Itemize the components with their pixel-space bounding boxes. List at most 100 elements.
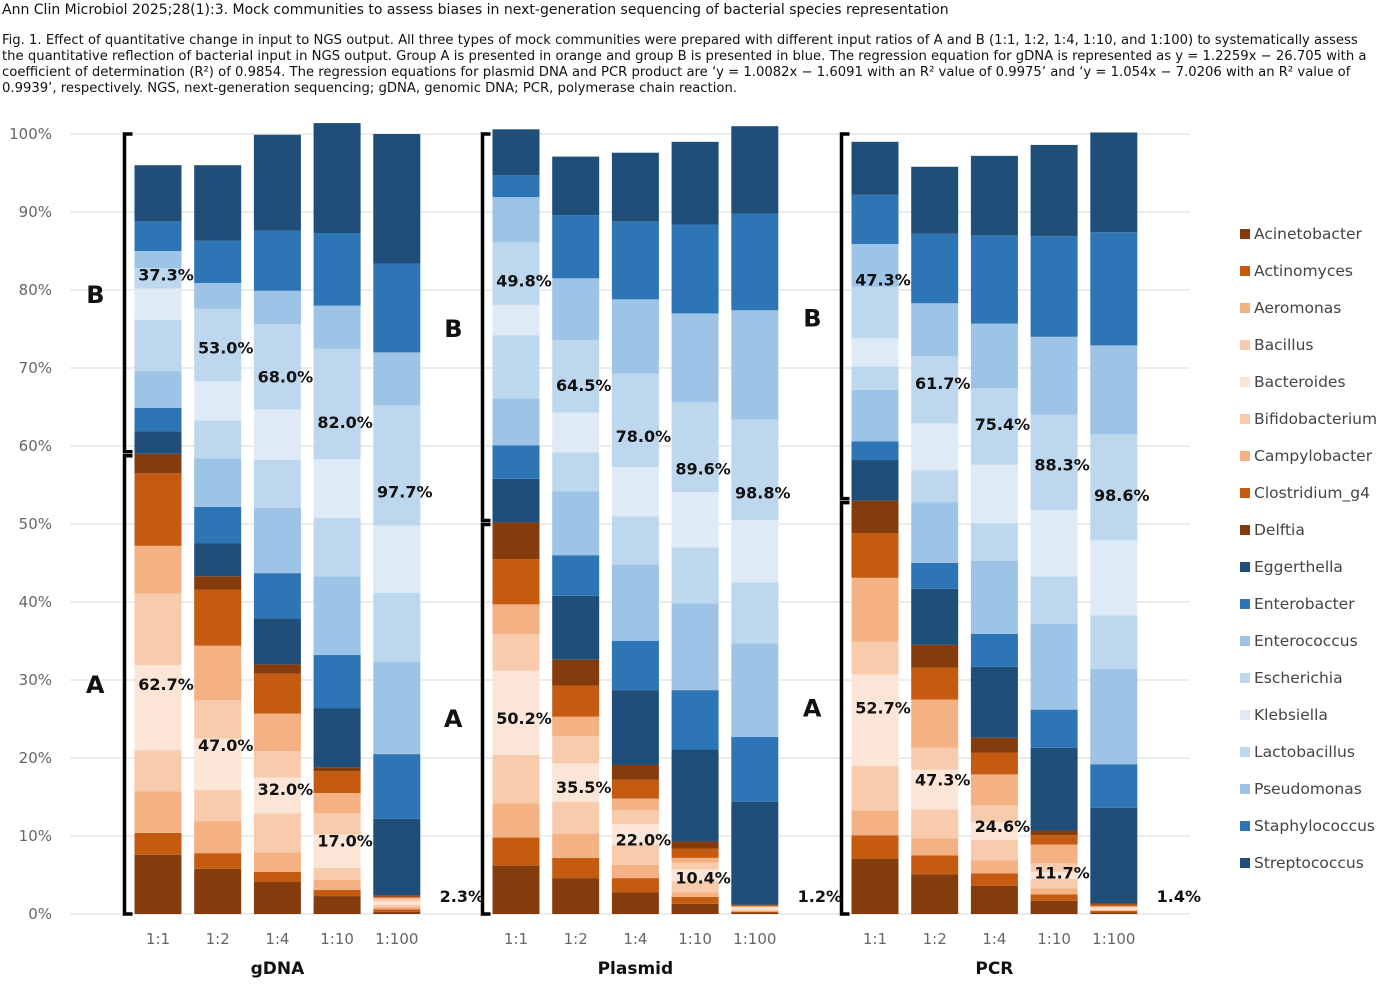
- group-b-percent-label: 68.0%: [258, 368, 314, 387]
- category-label: 1:10: [320, 930, 354, 948]
- group-a-percent-label: 52.7%: [855, 698, 911, 717]
- legend-swatch: [1240, 303, 1250, 313]
- group-b-percent-label: 61.7%: [915, 374, 971, 393]
- legend-label: Bacillus: [1254, 336, 1313, 354]
- bar-segment: [194, 165, 242, 241]
- bar-segment: [313, 708, 361, 768]
- bar-segment: [851, 441, 899, 461]
- bar-segment: [1090, 904, 1138, 907]
- group-a-percent-label: 11.7%: [1034, 863, 1090, 882]
- bar-segment: [911, 303, 959, 357]
- bar-segment: [731, 910, 779, 912]
- bar-segment: [492, 522, 540, 560]
- legend-label: Streptococcus: [1254, 854, 1364, 872]
- bar-segment: [731, 905, 779, 907]
- bar-segment: [552, 452, 600, 492]
- legend-label: Delftia: [1254, 521, 1305, 539]
- panel-label: Plasmid: [598, 959, 674, 979]
- bar-segment: [970, 839, 1018, 861]
- group-b-percent-label: 37.3%: [138, 266, 194, 285]
- bar-segment: [671, 492, 719, 548]
- group-a-bracket: [122, 454, 133, 916]
- group-a-percent-label: 32.0%: [258, 780, 314, 799]
- bar-segment: [552, 801, 600, 834]
- group-b-letter: B: [86, 281, 104, 309]
- bar-segment: [671, 848, 719, 858]
- bar-segment: [1030, 236, 1078, 337]
- group-b-percent-label: 49.8%: [496, 272, 552, 291]
- bar-segment: [134, 251, 182, 269]
- bar-segment: [194, 543, 242, 577]
- bar-segment: [1090, 909, 1138, 911]
- bar-segment: [671, 603, 719, 691]
- group-b-bracket: [480, 132, 491, 523]
- bar-segment: [911, 644, 959, 668]
- y-tick-label: 40%: [19, 593, 52, 611]
- legend-label: Staphylococcus: [1254, 817, 1375, 835]
- category-label: 1:4: [265, 930, 289, 948]
- bar-segment: [671, 841, 719, 849]
- bar-segment: [911, 588, 959, 645]
- bar-segment: [134, 593, 182, 666]
- legend-swatch: [1240, 562, 1250, 572]
- bar-segment: [253, 230, 301, 291]
- bar-segment: [194, 589, 242, 646]
- legend-label: Enterococcus: [1254, 632, 1358, 650]
- bar-segment: [611, 824, 659, 845]
- bar-segment: [851, 243, 899, 287]
- legend-swatch: [1240, 673, 1250, 683]
- bar-segment: [313, 793, 361, 814]
- bar-segment: [194, 506, 242, 544]
- bar-segment: [731, 907, 779, 910]
- legend-swatch: [1240, 858, 1250, 868]
- bar-segment: [611, 152, 659, 222]
- category-label: 1:10: [678, 930, 712, 948]
- bar-segment: [911, 166, 959, 234]
- y-tick-label: 80%: [19, 281, 52, 299]
- bar-segment: [731, 310, 779, 420]
- bar-segment: [1030, 576, 1078, 624]
- bar-segment: [313, 896, 361, 914]
- y-tick-label: 30%: [19, 671, 52, 689]
- bar-segment: [373, 904, 421, 907]
- bar-segment: [671, 862, 719, 870]
- legend: Acinetobacter Actinomyces Aeromonas Bacillu…: [1240, 225, 1377, 872]
- bar-segment: [373, 897, 421, 900]
- bar-segment: [611, 892, 659, 914]
- legend-label: Lactobacillus: [1254, 743, 1355, 761]
- bar-segment: [253, 882, 301, 914]
- bar-segment: [731, 520, 779, 583]
- group-a-percent-label: 35.5%: [556, 778, 612, 797]
- legend-swatch: [1240, 525, 1250, 535]
- bar-segment: [313, 459, 361, 518]
- bar-segment: [1030, 509, 1078, 577]
- bar-segment: [911, 423, 959, 471]
- bar-segment: [373, 901, 421, 905]
- bar-segment: [194, 868, 242, 914]
- bar-segment: [611, 373, 659, 468]
- legend-swatch: [1240, 747, 1250, 757]
- legend-swatch: [1240, 821, 1250, 831]
- legend-label: Campylobacter: [1254, 447, 1373, 465]
- group-a-percent-label: 1.4%: [1157, 887, 1201, 906]
- bar-segment: [552, 412, 600, 453]
- bar-segment: [611, 864, 659, 879]
- bar-segment: [851, 366, 899, 390]
- category-label: 1:100: [733, 930, 776, 948]
- bar-segment: [611, 798, 659, 811]
- panel-label: gDNA: [251, 959, 306, 979]
- bar-segment: [970, 155, 1018, 236]
- category-label: 1:2: [206, 930, 230, 948]
- bar-segment: [851, 765, 899, 811]
- category-label: 1:1: [504, 930, 528, 948]
- bar-segment: [313, 576, 361, 656]
- bar-segment: [253, 507, 301, 574]
- category-label: 1:1: [146, 930, 170, 948]
- bar-segment: [611, 641, 659, 691]
- legend-swatch: [1240, 451, 1250, 461]
- y-tick-label: 100%: [9, 125, 52, 143]
- legend-label: Bacteroides: [1254, 373, 1346, 391]
- bar-segment: [671, 892, 719, 897]
- bar-segment: [253, 573, 301, 619]
- bar-segment: [1090, 540, 1138, 616]
